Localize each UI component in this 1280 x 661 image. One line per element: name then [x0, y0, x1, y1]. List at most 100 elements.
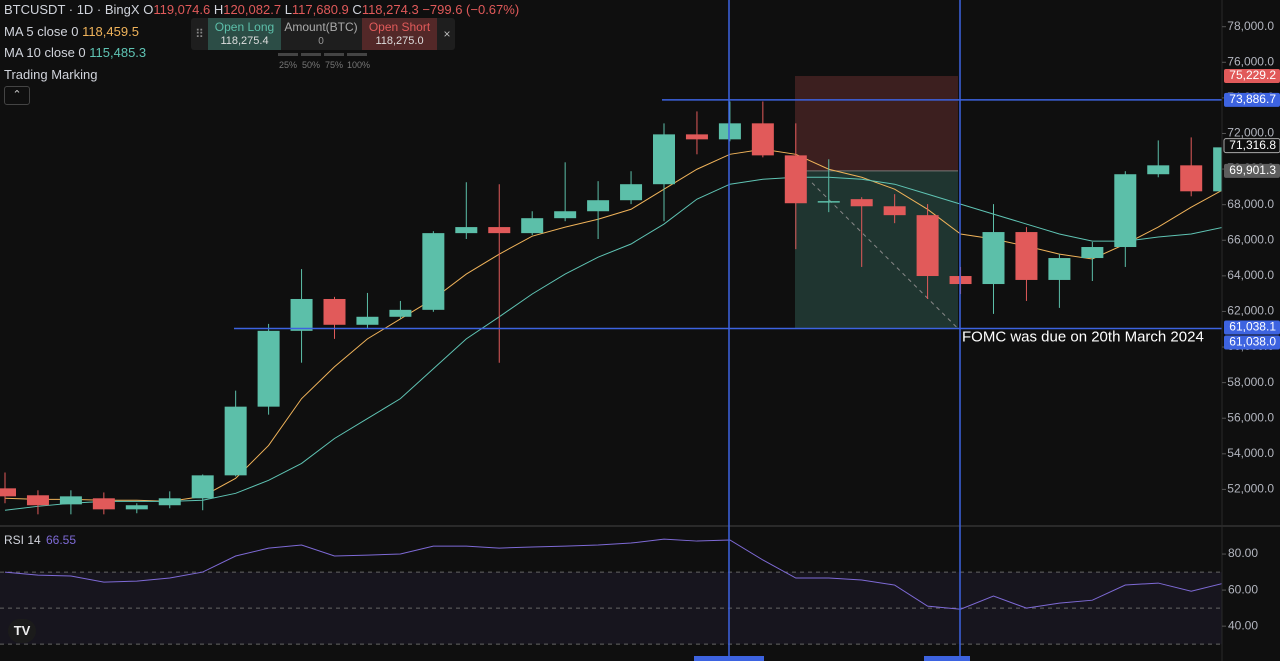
y-tick-label: 78,000.0: [1227, 19, 1274, 33]
price: 118,275.0: [375, 35, 424, 47]
ohlc: O119,074.6 H120,082.7 L117,680.9 C118,27…: [143, 2, 422, 17]
candle-body: [751, 123, 774, 156]
rsi-line: [4, 538, 1222, 610]
price: 118,275.4: [220, 35, 269, 47]
annotation: FOMC was due on 20th March 2024: [962, 329, 1204, 346]
price-tag: [1223, 138, 1280, 154]
legend-value: 118,459.5: [82, 24, 139, 39]
y-tick-label: 58,000.0: [1227, 375, 1274, 389]
candle-body: [587, 200, 610, 212]
y-tick-label: 68,000.0: [1227, 197, 1274, 211]
candle-body: [982, 232, 1005, 285]
percent-bar: [278, 53, 298, 56]
percent-bar: [301, 53, 321, 56]
legend-ma10[interactable]: MA 10 close 0 115,485.3: [4, 45, 146, 60]
candle-body: [718, 123, 741, 140]
y-tick-label: 56,000.0: [1227, 410, 1274, 424]
price-tag: [1224, 320, 1280, 335]
open-short[interactable]: Open Short 118,275.0: [362, 18, 437, 50]
candle-body: [850, 199, 873, 207]
ohlc-value: 120,082.7: [223, 2, 282, 17]
candle-body: [422, 233, 445, 310]
candle-body: [125, 505, 148, 510]
collapse-button[interactable]: ⌃: [4, 86, 30, 105]
amount[interactable]: Amount(BTC) 0: [281, 18, 361, 50]
header: BTCUSDT · 1D · BingX O119,074.6 H120,082…: [4, 2, 519, 17]
y-tick-label: 66,000.0: [1227, 232, 1274, 246]
candle-body: [685, 134, 708, 140]
candle-body: [389, 309, 412, 317]
price-tag-label: 73,886.7: [1229, 92, 1276, 106]
y-tick-label: 64,000.0: [1227, 268, 1274, 282]
y-tick-label: 54,000.0: [1227, 446, 1274, 460]
logo[interactable]: TV: [8, 619, 36, 643]
candle-body: [1147, 165, 1170, 175]
label: Amount(BTC): [284, 20, 358, 34]
candle-body: [59, 496, 82, 505]
candle-body: [92, 498, 115, 510]
legend-ma5[interactable]: MA 5 close 0 118,459.5: [4, 24, 139, 39]
order-panel: ⠿ Open Long 118,275.4 Amount(BTC) 0 Open S…: [191, 18, 455, 50]
plot: [0, 76, 1222, 645]
candle-body: [521, 218, 544, 234]
percent-button[interactable]: 75%: [324, 53, 344, 70]
ohlc-key: H: [213, 2, 224, 17]
y-tick-label: 52,000.0: [1227, 482, 1274, 496]
candle-body: [158, 498, 181, 506]
candle-body: [290, 298, 313, 331]
price-tag: [1224, 335, 1280, 350]
candle-body: [224, 406, 247, 476]
percent-button[interactable]: 100%: [347, 53, 371, 70]
candle-body: [488, 227, 511, 234]
price-tag-label: 75,229.2: [1229, 68, 1276, 82]
y-tick-label: 76,000.0: [1227, 54, 1274, 68]
candle-body: [356, 316, 379, 325]
ohlc-key: C: [352, 2, 362, 17]
label: Open Short: [368, 20, 431, 34]
ma-line: [4, 176, 1222, 511]
y-tick-label: 60.00: [1228, 582, 1258, 596]
drag-handle[interactable]: ⠿: [195, 27, 204, 41]
percent-label: 50%: [301, 60, 320, 70]
candle-body: [916, 215, 939, 277]
candle-body: [1081, 247, 1104, 259]
symbol[interactable]: BTCUSDT · 1D · BingX: [4, 2, 140, 17]
price-tag: [1224, 92, 1280, 107]
label: Open Long: [214, 20, 275, 34]
candle-body: [554, 211, 577, 219]
legend-name: MA 10 close 0: [4, 45, 86, 60]
percent-button[interactable]: 50%: [301, 53, 321, 70]
price-tag: [1224, 69, 1280, 84]
time-highlight: [924, 656, 970, 661]
candle-body: [257, 330, 280, 407]
candle-body: [191, 475, 214, 499]
ohlc-value: 117,680.9: [291, 2, 349, 17]
percent-label: 25%: [278, 60, 297, 70]
candle-body: [323, 298, 346, 325]
trade-path: [811, 182, 959, 329]
percent-label: 75%: [324, 60, 343, 70]
open-long[interactable]: Open Long 118,275.4: [208, 18, 281, 50]
price-tag-label: 61,038.1: [1229, 320, 1276, 334]
time-highlight: [694, 656, 764, 661]
legend-value: 66.55: [46, 533, 76, 547]
candle-body: [1213, 147, 1222, 192]
y-tick-label: 72,000.0: [1227, 126, 1274, 140]
price-tag: [1224, 163, 1280, 178]
legend-name: MA 5 close 0: [4, 24, 79, 39]
close-button[interactable]: ×: [443, 27, 451, 41]
price-tag-label: 61,038.0: [1229, 335, 1276, 349]
percent-label: 100%: [347, 60, 371, 70]
y-tick-label: 80.00: [1228, 546, 1258, 560]
trading-marking[interactable]: Trading Marking: [4, 67, 98, 82]
price-tag-label: 69,901.3: [1229, 163, 1276, 177]
ohlc-key: O: [143, 2, 154, 17]
candle-body: [1114, 174, 1137, 248]
price-tag-label: 71,316.8: [1229, 138, 1276, 152]
candle-body: [0, 488, 16, 497]
percent-button[interactable]: 25%: [278, 53, 298, 70]
candle-body: [1180, 165, 1203, 192]
value: 0: [318, 36, 324, 47]
percent-bar: [324, 53, 344, 56]
